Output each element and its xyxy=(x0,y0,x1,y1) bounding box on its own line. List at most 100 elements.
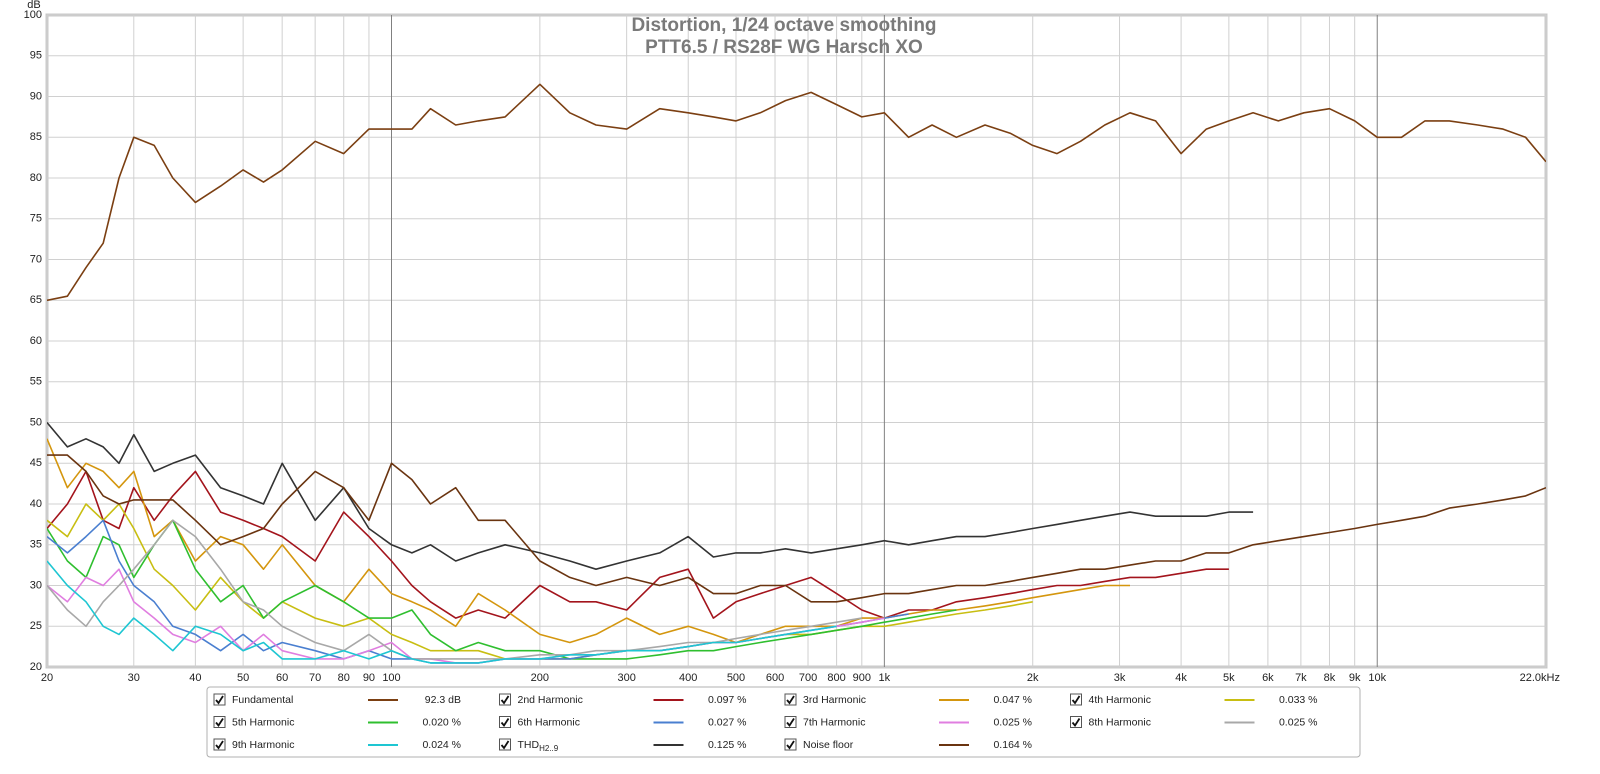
series-line xyxy=(47,470,1229,619)
legend-label: 8th Harmonic xyxy=(1089,716,1151,728)
legend-checkbox[interactable] xyxy=(1070,716,1082,728)
legend-label: 4th Harmonic xyxy=(1089,694,1151,706)
legend-checkmark[interactable] xyxy=(786,718,795,728)
legend-value: 0.164 % xyxy=(993,739,1032,751)
chart-subtitle: PTT6.5 / RS28F WG Harsch XO xyxy=(645,37,923,58)
legend-checkmark[interactable] xyxy=(215,740,224,750)
legend-value: 0.024 % xyxy=(422,739,461,751)
legend-checkmark[interactable] xyxy=(500,695,510,705)
x-tick-label: 30 xyxy=(128,672,140,684)
legend-value: 0.033 % xyxy=(1279,694,1318,706)
legend-checkbox[interactable] xyxy=(1070,693,1082,706)
legend-label: Fundamental xyxy=(232,694,293,706)
y-tick-label: 75 xyxy=(30,213,42,225)
legend-entry: 3rd Harmonic 0.047 % xyxy=(784,693,1032,706)
x-tick-label: 400 xyxy=(679,672,697,684)
legend-checkbox[interactable] xyxy=(499,693,511,706)
legend-checkbox[interactable] xyxy=(213,693,226,706)
series-line xyxy=(47,438,1130,644)
x-tick-label: 500 xyxy=(727,672,745,684)
x-tick-label: 100 xyxy=(382,672,400,684)
legend-checkmark[interactable] xyxy=(786,740,795,750)
legend-value: 0.097 % xyxy=(708,694,747,706)
legend-checkbox[interactable] xyxy=(213,716,226,728)
x-tick-label: 2k xyxy=(1027,672,1039,684)
y-tick-label: 80 xyxy=(30,172,42,184)
x-tick-label: 90 xyxy=(363,672,375,684)
x-tick-label: 300 xyxy=(617,672,635,684)
x-tick-label: 80 xyxy=(338,672,350,684)
legend-label: Noise floor xyxy=(803,739,854,751)
x-tick-label: 3k xyxy=(1114,672,1126,684)
legend-value: 0.020 % xyxy=(422,716,461,728)
legend-checkbox[interactable] xyxy=(499,738,511,751)
legend-checkmark[interactable] xyxy=(215,718,224,728)
legend-value: 0.025 % xyxy=(993,716,1032,728)
legend-checkbox[interactable] xyxy=(784,716,797,728)
legend-entry: 8th Harmonic 0.025 % xyxy=(1070,716,1318,728)
x-tick-label: 7k xyxy=(1295,672,1307,684)
y-tick-label: 20 xyxy=(30,661,42,673)
y-tick-label: 45 xyxy=(30,457,42,469)
lines xyxy=(47,83,1546,664)
x-tick-label: 8k xyxy=(1324,672,1336,684)
legend-checkbox[interactable] xyxy=(784,738,797,751)
legend-checkmark[interactable] xyxy=(215,695,224,705)
axes: 20 25 30 35 40 45 50 55 60 65 70 75 80 85 90 95 100 20 30 4… xyxy=(24,9,1560,684)
series-line xyxy=(47,421,1254,570)
y-axis-label: dB xyxy=(27,0,40,11)
legend-checkmark[interactable] xyxy=(1071,695,1081,705)
legend-label: THD xyxy=(518,739,540,751)
legend-label-subscript: H2..9 xyxy=(539,744,559,753)
series-line xyxy=(47,83,1546,302)
y-tick-label: 65 xyxy=(30,294,42,306)
x-tick-label: 6k xyxy=(1262,672,1274,684)
legend-entry: 7th Harmonic 0.025 % xyxy=(784,716,1032,728)
y-tick-label: 50 xyxy=(30,416,42,428)
y-tick-label: 60 xyxy=(30,335,42,347)
y-tick-label: 55 xyxy=(30,376,42,388)
legend-value: 92.3 dB xyxy=(425,694,461,706)
legend-label: 2nd Harmonic xyxy=(518,694,583,706)
legend-checkmark[interactable] xyxy=(500,740,510,750)
y-tick-label: 70 xyxy=(30,253,42,265)
x-tick-label: 50 xyxy=(237,672,249,684)
y-tick-label: 30 xyxy=(30,579,42,591)
legend-value: 0.025 % xyxy=(1279,716,1318,728)
legend-value: 0.125 % xyxy=(708,739,747,751)
legend-checkmark[interactable] xyxy=(500,718,510,728)
legend-checkbox[interactable] xyxy=(213,738,226,751)
legend-checkbox[interactable] xyxy=(784,693,797,706)
legend-checkmark[interactable] xyxy=(1071,718,1081,728)
legend-label: 6th Harmonic xyxy=(518,716,580,728)
x-tick-label: 200 xyxy=(531,672,549,684)
y-tick-label: 40 xyxy=(30,498,42,510)
legend-checkbox[interactable] xyxy=(499,716,511,728)
x-tick-label: 5k xyxy=(1223,672,1235,684)
series-line xyxy=(47,454,1546,603)
y-tick-label: 100 xyxy=(24,9,42,21)
x-tick-label: 4k xyxy=(1175,672,1187,684)
legend-label: 9th Harmonic xyxy=(232,739,294,751)
legend-entry: THD H2..9 0.125 % xyxy=(499,738,747,753)
x-tick-label: 40 xyxy=(189,672,201,684)
y-tick-label: 90 xyxy=(30,90,42,102)
legend-value: 0.047 % xyxy=(993,694,1032,706)
x-tick-label: 22.0kHz xyxy=(1520,672,1560,684)
x-tick-label: 600 xyxy=(766,672,784,684)
legend: Fundamental 92.3 dB 2nd Harmonic 0.097 % 3rd… xyxy=(213,693,1318,753)
legend-entry: Fundamental 92.3 dB xyxy=(213,693,461,706)
x-tick-label: 9k xyxy=(1349,672,1361,684)
x-tick-label: 60 xyxy=(276,672,288,684)
series-line xyxy=(47,560,837,664)
y-tick-label: 25 xyxy=(30,620,42,632)
legend-entry: 4th Harmonic 0.033 % xyxy=(1070,693,1318,706)
legend-entry: 2nd Harmonic 0.097 % xyxy=(499,693,747,706)
legend-entry: 5th Harmonic 0.020 % xyxy=(213,716,461,728)
legend-checkmark[interactable] xyxy=(786,695,795,705)
legend-entry: 6th Harmonic 0.027 % xyxy=(499,716,747,728)
x-tick-label: 700 xyxy=(799,672,817,684)
x-tick-label: 1k xyxy=(879,672,891,684)
